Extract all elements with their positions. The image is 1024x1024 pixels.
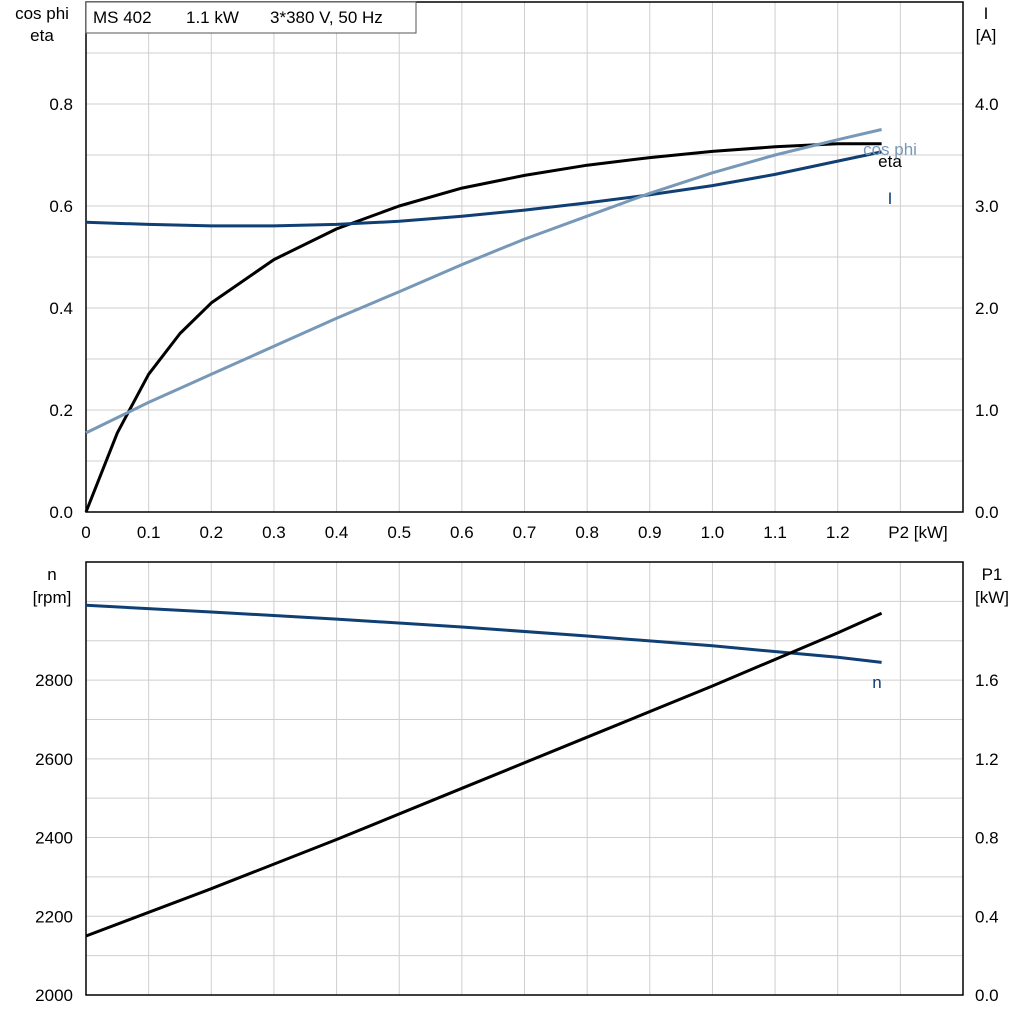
x-tick-label: 0.1 (137, 523, 161, 542)
bottom-right-tick-label: 0.0 (975, 986, 999, 1005)
top-right-tick-label: 4.0 (975, 95, 999, 114)
bottom-left-tick-label: 2200 (35, 907, 73, 926)
bottom-right-tick-label: 0.4 (975, 907, 999, 926)
x-tick-label: 0.6 (450, 523, 474, 542)
bottom-left-tick-label: 2400 (35, 829, 73, 848)
header-model: MS 402 (93, 8, 152, 27)
top-right-tick-label: 1.0 (975, 401, 999, 420)
bottom-left-tick-label: 2000 (35, 986, 73, 1005)
header-box (85, 1, 417, 34)
top-right-tick-label: 0.0 (975, 503, 999, 522)
bottom-chart-series: n (85, 603, 883, 938)
x-axis-label: P2 [kW] (888, 523, 948, 542)
top-right-axis-label-2: [A] (976, 26, 997, 45)
top-left-axis-label-1: cos phi (15, 4, 69, 23)
series-line-eta (84, 142, 882, 513)
top-left-tick-label: 0.6 (49, 197, 73, 216)
bottom-right-tick-label: 0.8 (975, 829, 999, 848)
bottom-chart-ticks: 2000 2200 2400 2600 2800 0.0 0.4 0.8 1.2 1.6 (35, 671, 998, 1005)
top-right-axis-label-1: I (984, 4, 989, 23)
series-line-cos-phi (85, 128, 882, 435)
x-tick-label: 0 (81, 523, 90, 542)
bottom-left-axis-label-2: [rpm] (33, 588, 72, 607)
top-chart-grid (86, 2, 963, 512)
x-tick-label: 1.1 (763, 523, 787, 542)
top-left-tick-label: 0.4 (49, 299, 73, 318)
bottom-left-tick-label: 2600 (35, 750, 73, 769)
x-tick-label: 0.8 (575, 523, 599, 542)
x-tick-label: 0.4 (325, 523, 349, 542)
bottom-right-tick-label: 1.2 (975, 750, 999, 769)
series-label-n: n (872, 673, 881, 692)
x-tick-label: 1.0 (701, 523, 725, 542)
series-line-p1 (85, 611, 883, 938)
header-power: 1.1 kW (186, 8, 239, 27)
bottom-right-axis-label-1: P1 (982, 565, 1003, 584)
x-tick-label: 0.5 (387, 523, 411, 542)
header-supply: 3*380 V, 50 Hz (270, 8, 383, 27)
top-right-tick-label: 2.0 (975, 299, 999, 318)
x-tick-label: 0.3 (262, 523, 286, 542)
top-left-tick-label: 0.0 (49, 503, 73, 522)
top-chart-ticks: 0 0.1 0.2 0.3 0.4 0.5 0.6 0.7 0.8 0.9 1.0 1.1 1.2 0.0… (49, 95, 998, 542)
bottom-right-tick-label: 1.6 (975, 671, 999, 690)
x-tick-label: 1.2 (826, 523, 850, 542)
top-right-tick-label: 3.0 (975, 197, 999, 216)
x-tick-label: 0.7 (513, 523, 537, 542)
top-chart-frame (85, 1, 964, 513)
series-label-i: I (888, 189, 893, 208)
top-left-tick-label: 0.2 (49, 401, 73, 420)
series-line-i (85, 150, 882, 228)
bottom-chart-grid (86, 562, 963, 995)
bottom-left-tick-label: 2800 (35, 671, 73, 690)
series-line-n (85, 603, 882, 664)
series-label-eta: eta (878, 152, 902, 171)
bottom-chart-frame (85, 561, 964, 996)
top-left-axis-label-2: eta (30, 26, 54, 45)
series-label-cos-phi: cos phi (863, 140, 917, 159)
bottom-left-axis-label-1: n (47, 565, 56, 584)
x-tick-label: 0.2 (199, 523, 223, 542)
top-left-tick-label: 0.8 (49, 95, 73, 114)
x-tick-label: 0.9 (638, 523, 662, 542)
bottom-right-axis-label-2: [kW] (975, 588, 1009, 607)
